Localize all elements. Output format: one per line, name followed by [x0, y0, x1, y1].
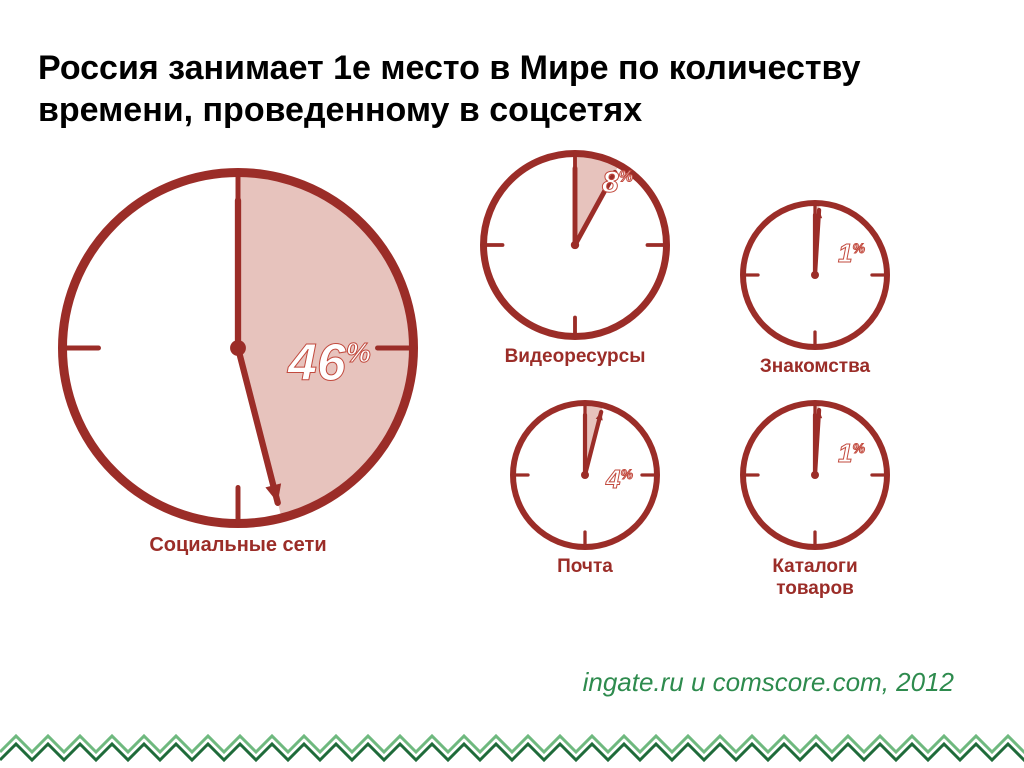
clock-label-mail: Почта — [510, 556, 660, 578]
clock-hub-catalog — [811, 471, 819, 479]
clock-hub-social — [230, 340, 246, 356]
clock-hub-dating — [811, 271, 819, 279]
clock-label-dating: Знакомства — [740, 356, 890, 378]
clock-face-video: 8% — [480, 150, 670, 340]
clock-social: 46% Социальные сети — [58, 168, 418, 557]
clock-label-social: Социальные сети — [58, 534, 418, 557]
clock-face-mail: 4% — [510, 400, 660, 550]
clock-hub-video — [571, 241, 579, 249]
zigzag-decoration — [0, 722, 1024, 768]
clock-percent-dating: 1% — [838, 238, 865, 268]
clock-percent-mail: 4% — [605, 464, 633, 494]
clock-face-social: 46% — [58, 168, 418, 528]
clock-catalog: 1% Каталоги товаров — [740, 400, 890, 600]
clock-mail: 4% Почта — [510, 400, 660, 578]
clock-percent-video: 8% — [602, 166, 633, 199]
clock-label-video: Видеоресурсы — [480, 346, 670, 368]
clock-video: 8% Видеоресурсы — [480, 150, 670, 368]
clock-face-catalog: 1% — [740, 400, 890, 550]
clock-percent-catalog: 1% — [838, 438, 865, 468]
source-attribution: ingate.ru и comscore.com, 2012 — [583, 667, 954, 698]
page-title: Россия занимает 1е место в Мире по колич… — [38, 47, 986, 132]
clock-face-dating: 1% — [740, 200, 890, 350]
clock-dating: 1% Знакомства — [740, 200, 890, 378]
clock-label-catalog: Каталоги товаров — [740, 556, 890, 600]
clock-hub-mail — [581, 471, 589, 479]
